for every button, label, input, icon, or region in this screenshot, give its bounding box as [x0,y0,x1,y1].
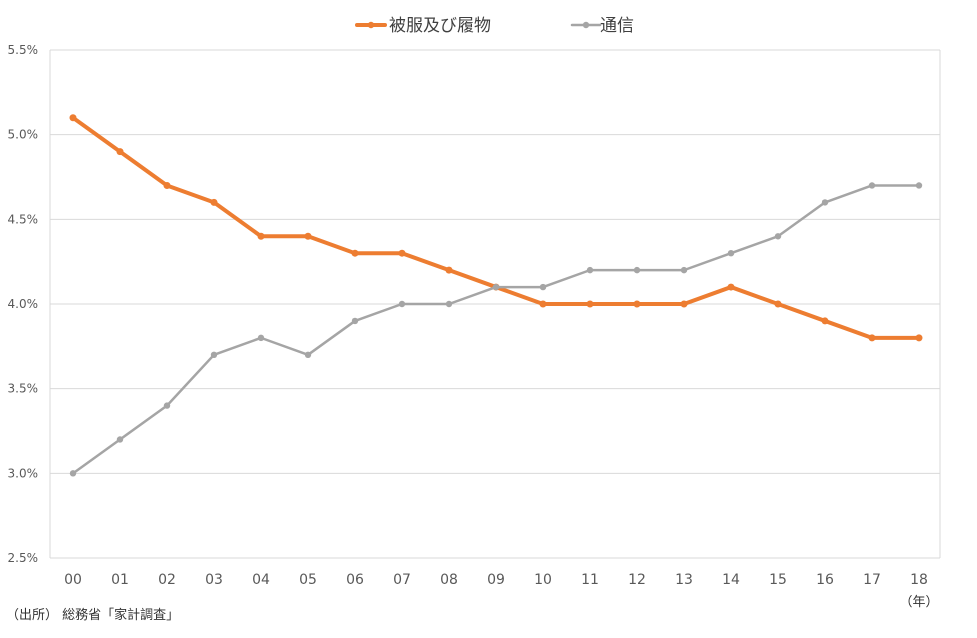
x-tick-label: 11 [581,572,599,588]
data-point [257,232,265,240]
data-point [304,232,312,240]
data-point [351,317,359,325]
grid-lines [49,49,941,559]
x-tick-label: 05 [299,572,317,588]
legend-item: 通信 [570,16,634,36]
x-tick-label: 01 [111,572,129,588]
data-point [69,114,77,122]
x-tick-label: 12 [628,572,646,588]
x-tick-label: 17 [863,572,881,588]
x-tick-label: 16 [816,572,834,588]
data-point [398,249,406,257]
x-axis-tick-labels: 00 01 02 03 04 05 06 07 08 09 10 11 12 13 14 15 16 17 18 [64,572,928,588]
x-tick-label: 09 [487,572,505,588]
data-point [868,182,876,189]
x-tick-label: 03 [205,572,223,588]
legend: 被服及び履物 通信 [355,16,634,36]
x-tick-label: 13 [675,572,693,588]
data-point [398,300,406,308]
legend-marker [582,21,590,29]
data-point [163,181,171,189]
data-point [821,317,829,325]
y-tick-label: 4.0% [8,297,39,311]
data-point [116,436,124,443]
data-point [257,334,265,342]
data-point [586,300,594,308]
x-tick-label: 15 [769,572,787,588]
legend-label: 通信 [600,16,634,36]
data-point [445,266,453,274]
data-point [727,250,735,257]
legend-label: 被服及び履物 [389,16,491,36]
series-line [71,115,921,340]
data-point [727,283,735,291]
data-point [539,283,547,291]
data-point [915,182,923,189]
series-2 [69,182,923,477]
series-line [71,184,921,475]
data-point [680,300,688,308]
x-axis-unit-label: （年） [899,595,938,610]
data-point [774,233,782,240]
x-tick-label: 08 [440,572,458,588]
source-note: （出所） 総務省「家計調査」 [6,608,180,623]
data-point [633,300,641,308]
data-point [915,334,923,342]
data-point [774,300,782,308]
y-tick-label: 3.0% [8,466,39,480]
data-point [163,402,171,409]
data-point [586,266,594,274]
data-point [351,249,359,257]
data-point [821,199,829,206]
data-point [116,148,124,156]
x-tick-label: 18 [910,572,928,588]
legend-marker [367,21,375,29]
y-tick-label: 4.5% [8,212,39,226]
data-point [633,266,641,274]
x-tick-label: 07 [393,572,411,588]
y-tick-label: 2.5% [8,551,39,565]
x-tick-label: 04 [252,572,270,588]
data-point [210,351,218,358]
y-tick-label: 5.0% [8,128,39,142]
x-tick-label: 14 [722,572,740,588]
data-point [304,351,312,358]
data-point [868,334,876,342]
x-tick-label: 06 [346,572,364,588]
series-1 [69,114,923,342]
data-point [210,198,218,206]
y-tick-label: 3.5% [8,382,39,396]
y-tick-label: 5.5% [8,43,39,57]
data-point [492,283,500,291]
x-tick-label: 10 [534,572,552,588]
data-point [680,266,688,274]
data-point [539,300,547,308]
y-axis-tick-labels: 2.5% 3.0% 3.5% 4.0% 4.5% 5.0% 5.5% [8,43,39,565]
x-tick-label: 02 [158,572,176,588]
x-tick-label: 00 [64,572,82,588]
series-lines [69,114,923,477]
data-point [445,300,453,308]
legend-item: 被服及び履物 [355,16,491,36]
data-point [69,470,77,477]
